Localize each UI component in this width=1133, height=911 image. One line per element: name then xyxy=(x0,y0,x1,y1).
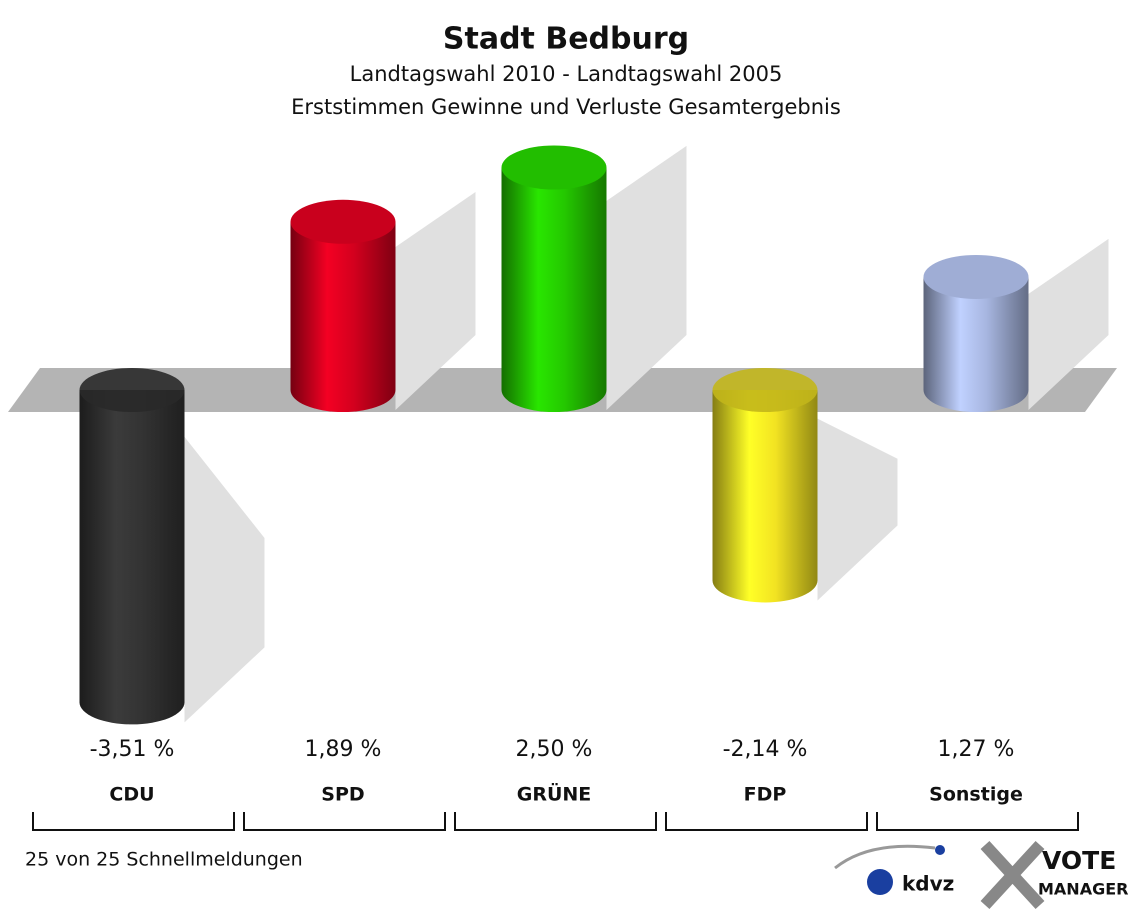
category-bracket xyxy=(665,812,868,831)
value-label: 1,27 % xyxy=(938,737,1015,762)
logo-swoosh xyxy=(834,844,936,870)
value-label: 2,50 % xyxy=(516,737,593,762)
bar-bottom xyxy=(923,368,1029,412)
category-label: FDP xyxy=(744,784,787,806)
category-label: GRÜNE xyxy=(517,782,592,806)
bar-bottom xyxy=(712,558,818,603)
bar-shadow xyxy=(395,192,476,410)
chart-title: Stadt Bedburg xyxy=(443,22,689,57)
logo-text: kdvz xyxy=(902,872,954,896)
category-bracket xyxy=(32,812,235,831)
bar xyxy=(290,221,396,390)
bar-shadow xyxy=(817,418,898,601)
category-label: Sonstige xyxy=(929,784,1023,806)
value-label: -3,51 % xyxy=(90,737,175,762)
bar xyxy=(501,167,607,390)
logo-text: MANAGER xyxy=(1038,880,1128,899)
bar-shadow xyxy=(606,145,687,410)
bar-bottom xyxy=(501,368,607,412)
logo-ball xyxy=(867,869,893,895)
bar xyxy=(79,390,185,703)
category-label: CDU xyxy=(109,784,154,806)
bar-bottom xyxy=(290,368,396,412)
category-bracket xyxy=(243,812,446,831)
category-label: SPD xyxy=(321,784,364,806)
bar xyxy=(712,390,818,581)
category-bracket xyxy=(454,812,657,831)
bar-shadow xyxy=(1028,238,1109,410)
note: 25 von 25 Schnellmeldungen xyxy=(25,849,303,871)
logo-ball xyxy=(935,845,945,855)
category-bracket xyxy=(876,812,1079,831)
bars: -3,51 % CDU 1,89 % SPD 2,50 % GRÜNE -2,14 % FDP… xyxy=(32,145,1109,831)
bar-top xyxy=(501,145,607,190)
logo-text: VOTE xyxy=(1042,846,1116,875)
bar-bottom xyxy=(79,680,185,725)
bar-top xyxy=(712,368,818,412)
logo: kdvz VOTE MANAGER xyxy=(834,840,1128,910)
value-label: 1,89 % xyxy=(305,737,382,762)
bar-top xyxy=(923,254,1029,299)
bar-top xyxy=(290,199,396,244)
chart-subtitle: Landtagswahl 2010 - Landtagswahl 2005 xyxy=(350,62,783,86)
logo-cross xyxy=(980,840,1045,910)
value-label: -2,14 % xyxy=(723,737,808,762)
bar-shadow xyxy=(184,436,265,723)
chart-subtitle: Erststimmen Gewinne und Verluste Gesamte… xyxy=(291,95,841,119)
bar-top xyxy=(79,368,185,412)
